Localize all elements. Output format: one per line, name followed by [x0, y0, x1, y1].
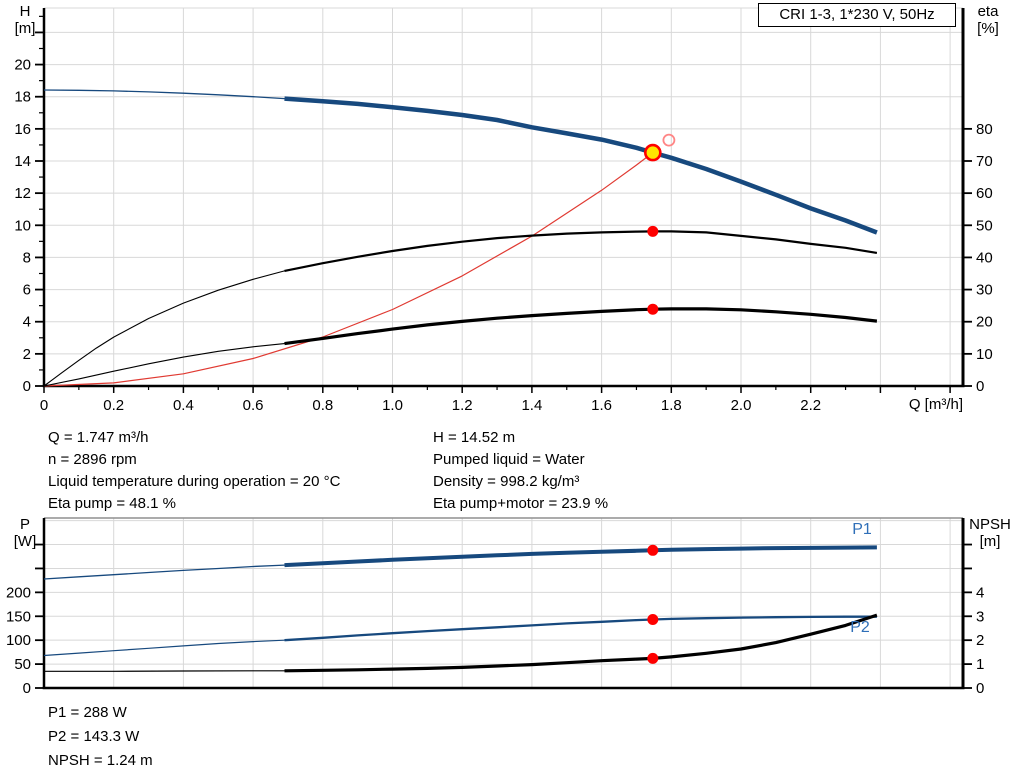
- y-right-tick-label: 60: [976, 185, 993, 202]
- y-left-tick-label: 100: [6, 632, 31, 649]
- x-tick-label: 1.6: [591, 397, 612, 414]
- x-tick-label: 0.2: [103, 397, 124, 414]
- operating-data-left: Q = 1.747 m³/h n = 2896 rpm Liquid tempe…: [48, 427, 340, 515]
- series-qh: [284, 96, 878, 235]
- marker-eta-pump-motor-point: [647, 303, 659, 315]
- y-right-tick-label: 30: [976, 282, 993, 299]
- info-line-n: n = 2896 rpm: [48, 451, 137, 468]
- info-line-p2: P2 = 143.3 W: [48, 728, 140, 745]
- y-left-tick-label: 4: [23, 314, 31, 331]
- eta-axis-label-unit: [%]: [977, 20, 999, 37]
- x-tick-label: 1.4: [521, 397, 542, 414]
- info-line-eta-pump: Eta pump = 48.1 %: [48, 495, 176, 512]
- series-eta-pump-motor-thin: [43, 343, 285, 387]
- y-left-tick-label: 50: [14, 656, 31, 673]
- npsh-axis-label: NPSH [m]: [960, 516, 1020, 550]
- x-tick-label: 0.8: [312, 397, 333, 414]
- npsh-axis-label-unit: [m]: [979, 533, 1001, 550]
- p-axis-label: P [W]: [6, 516, 44, 550]
- series-p1: [284, 545, 877, 568]
- y-right-tick-label: 10: [976, 346, 993, 363]
- y-left-tick-label: 14: [14, 153, 31, 170]
- p-axis-label-unit: [W]: [13, 533, 37, 550]
- info-line-h: H = 14.52 m: [433, 429, 516, 446]
- x-tick-label: 0: [40, 397, 48, 414]
- x-tick-label: 1.2: [452, 397, 473, 414]
- marker-p2-point: [647, 614, 659, 625]
- y-right-tick-label: 4: [976, 584, 984, 601]
- y-left-tick-label: 10: [14, 217, 31, 234]
- series-npsh-thin: [44, 670, 285, 672]
- y-right-tick-label: 20: [976, 314, 993, 331]
- x-tick-label: 2.2: [800, 397, 821, 414]
- y-left-tick-label: 2: [23, 346, 31, 363]
- y-left-tick-label: 200: [6, 584, 31, 601]
- marker-p1-point: [647, 544, 659, 556]
- y-left-tick-label: 8: [23, 249, 31, 266]
- x-tick-label: 1.0: [382, 397, 403, 414]
- y-right-tick-label: 70: [976, 153, 993, 170]
- series-p2-thin: [43, 639, 285, 657]
- series-system-curve: [43, 152, 654, 387]
- info-line-liquid: Pumped liquid = Water: [433, 451, 585, 468]
- p-axis-label-symbol: P: [19, 516, 30, 533]
- y-left-tick-label: 16: [14, 121, 31, 138]
- y-left-tick-label: 20: [14, 57, 31, 74]
- p2-curve-label: P2: [850, 619, 870, 636]
- info-line-p1: P1 = 288 W: [48, 704, 127, 721]
- p1-curve-label: P1: [852, 521, 872, 538]
- series-p1-thin: [43, 564, 285, 580]
- series-p2: [284, 615, 877, 642]
- info-line-q: Q = 1.747 m³/h: [48, 429, 149, 446]
- info-line-eta-pump-motor: Eta pump+motor = 23.9 %: [433, 495, 609, 512]
- x-tick-label: 2.0: [731, 397, 752, 414]
- y-left-tick-label: 0: [23, 680, 31, 697]
- series-eta-pump-motor: [284, 307, 878, 346]
- x-tick-label: 0.6: [243, 397, 264, 414]
- y-right-tick-label: 1: [976, 656, 984, 673]
- operating-data-right: H = 14.52 m Pumped liquid = Water Densit…: [433, 427, 608, 515]
- series-eta-pump: [284, 230, 878, 272]
- y-right-tick-label: 0: [976, 680, 984, 697]
- y-left-tick-label: 18: [14, 89, 31, 106]
- y-right-tick-label: 3: [976, 608, 984, 625]
- y-right-tick-label: 40: [976, 249, 993, 266]
- series-eta-pump-thin: [43, 270, 285, 387]
- h-axis-label: H [m]: [6, 3, 44, 37]
- h-axis-label-unit: [m]: [14, 20, 36, 37]
- operating-data-bottom: P1 = 288 W P2 = 143.3 W NPSH = 1.24 m: [48, 701, 153, 773]
- eta-axis-label: eta [%]: [965, 3, 1011, 37]
- marker-rated-point: [662, 133, 676, 147]
- y-right-tick-label: 80: [976, 121, 993, 138]
- marker-eta-pump-point: [647, 225, 659, 237]
- marker-duty-point: [643, 143, 662, 162]
- y-left-tick-label: 150: [6, 608, 31, 625]
- eta-axis-label-symbol: eta: [977, 3, 999, 20]
- x-tick-label: 0.4: [173, 397, 194, 414]
- info-line-temperature: Liquid temperature during operation = 20…: [48, 473, 341, 490]
- y-left-tick-label: 0: [23, 378, 31, 395]
- series-npsh: [284, 613, 878, 673]
- y-right-tick-label: 50: [976, 217, 993, 234]
- info-line-npsh: NPSH = 1.24 m: [48, 752, 153, 769]
- y-left-tick-label: 6: [23, 282, 31, 299]
- series-qh-thin: [43, 89, 285, 100]
- chart-title: CRI 1-3, 1*230 V, 50Hz: [758, 3, 956, 27]
- x-tick-label: 1.8: [661, 397, 682, 414]
- y-right-tick-label: 2: [976, 632, 984, 649]
- marker-npsh-point: [647, 652, 659, 664]
- h-axis-label-symbol: H: [19, 3, 31, 20]
- npsh-axis-label-symbol: NPSH: [969, 516, 1011, 533]
- y-right-tick-label: 0: [976, 378, 984, 395]
- info-line-density: Density = 998.2 kg/m³: [433, 473, 580, 490]
- y-left-tick-label: 12: [14, 185, 31, 202]
- x-axis-title: Q [m³/h]: [908, 396, 963, 413]
